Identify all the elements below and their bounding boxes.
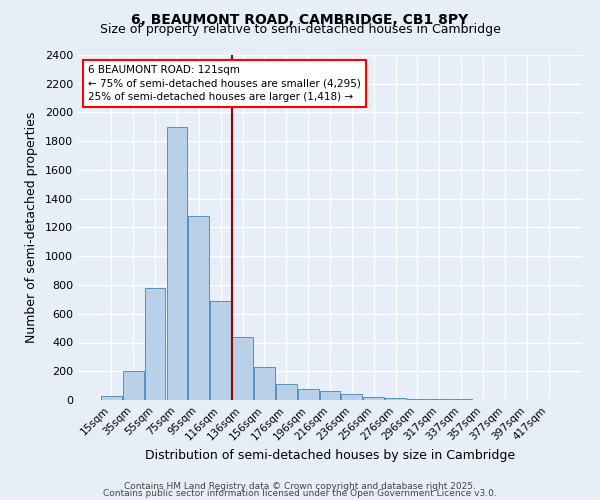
Text: Contains public sector information licensed under the Open Government Licence v3: Contains public sector information licen…: [103, 490, 497, 498]
Y-axis label: Number of semi-detached properties: Number of semi-detached properties: [25, 112, 38, 343]
Bar: [276, 384, 296, 400]
Bar: [210, 301, 231, 400]
Bar: [385, 398, 406, 400]
Bar: [167, 127, 187, 400]
Bar: [364, 397, 384, 400]
Bar: [341, 394, 362, 400]
Bar: [123, 371, 143, 400]
Text: 6 BEAUMONT ROAD: 121sqm
← 75% of semi-detached houses are smaller (4,295)
25% of: 6 BEAUMONT ROAD: 121sqm ← 75% of semi-de…: [88, 66, 361, 102]
Bar: [145, 288, 166, 400]
Bar: [188, 216, 209, 400]
Text: Contains HM Land Registry data © Crown copyright and database right 2025.: Contains HM Land Registry data © Crown c…: [124, 482, 476, 491]
Bar: [254, 367, 275, 400]
Bar: [232, 338, 253, 400]
Bar: [407, 398, 428, 400]
X-axis label: Distribution of semi-detached houses by size in Cambridge: Distribution of semi-detached houses by …: [145, 448, 515, 462]
Text: 6, BEAUMONT ROAD, CAMBRIDGE, CB1 8PY: 6, BEAUMONT ROAD, CAMBRIDGE, CB1 8PY: [131, 12, 469, 26]
Bar: [429, 399, 450, 400]
Text: Size of property relative to semi-detached houses in Cambridge: Size of property relative to semi-detach…: [100, 22, 500, 36]
Bar: [101, 396, 122, 400]
Bar: [298, 389, 319, 400]
Bar: [320, 392, 340, 400]
